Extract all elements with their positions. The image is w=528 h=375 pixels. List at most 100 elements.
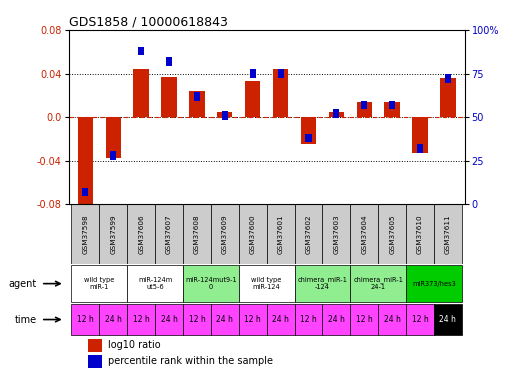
FancyBboxPatch shape [127, 265, 183, 302]
Bar [194, 92, 200, 100]
Text: 24 h: 24 h [105, 315, 121, 324]
Bar [278, 69, 284, 78]
Bar [222, 111, 228, 120]
FancyBboxPatch shape [99, 304, 127, 335]
FancyBboxPatch shape [350, 304, 378, 335]
Bar [245, 81, 260, 117]
Text: 12 h: 12 h [412, 315, 428, 324]
FancyBboxPatch shape [127, 304, 155, 335]
FancyBboxPatch shape [99, 204, 127, 264]
Bar [250, 69, 256, 78]
FancyBboxPatch shape [323, 304, 350, 335]
FancyBboxPatch shape [71, 304, 99, 335]
Text: 12 h: 12 h [300, 315, 317, 324]
Text: GDS1858 / 10000618843: GDS1858 / 10000618843 [69, 16, 228, 29]
Bar [412, 117, 428, 153]
FancyBboxPatch shape [378, 304, 406, 335]
FancyBboxPatch shape [295, 304, 323, 335]
FancyBboxPatch shape [323, 204, 350, 264]
Text: agent: agent [8, 279, 37, 289]
Text: 12 h: 12 h [188, 315, 205, 324]
Bar [329, 112, 344, 117]
FancyBboxPatch shape [267, 204, 295, 264]
Text: 24 h: 24 h [216, 315, 233, 324]
Text: miR-124m
ut5-6: miR-124m ut5-6 [138, 277, 172, 290]
Text: GSM37603: GSM37603 [333, 214, 340, 254]
FancyBboxPatch shape [434, 204, 462, 264]
Bar [301, 117, 316, 144]
Text: 24 h: 24 h [161, 315, 177, 324]
Text: time: time [15, 315, 37, 324]
FancyBboxPatch shape [239, 204, 267, 264]
Text: GSM37598: GSM37598 [82, 214, 88, 254]
Text: wild type
miR-124: wild type miR-124 [251, 277, 282, 290]
Bar [78, 117, 93, 204]
Text: 24 h: 24 h [384, 315, 401, 324]
FancyBboxPatch shape [239, 304, 267, 335]
Bar [217, 112, 232, 117]
Text: log10 ratio: log10 ratio [108, 340, 161, 350]
Text: wild type
miR-1: wild type miR-1 [84, 277, 115, 290]
FancyBboxPatch shape [350, 265, 406, 302]
Text: 12 h: 12 h [77, 315, 94, 324]
Bar [166, 57, 172, 66]
FancyBboxPatch shape [267, 304, 295, 335]
Bar [162, 77, 177, 117]
Text: chimera_miR-1
-124: chimera_miR-1 -124 [297, 277, 347, 291]
FancyBboxPatch shape [155, 304, 183, 335]
FancyBboxPatch shape [127, 204, 155, 264]
Text: 12 h: 12 h [356, 315, 373, 324]
FancyBboxPatch shape [183, 265, 239, 302]
FancyBboxPatch shape [406, 265, 462, 302]
Bar [82, 188, 89, 196]
Bar [333, 109, 340, 118]
Text: 24 h: 24 h [439, 315, 456, 324]
Text: GSM37611: GSM37611 [445, 214, 451, 254]
FancyBboxPatch shape [71, 265, 127, 302]
Text: chimera_miR-1
24-1: chimera_miR-1 24-1 [353, 277, 403, 291]
Bar [417, 144, 423, 153]
Text: GSM37607: GSM37607 [166, 214, 172, 254]
Bar [110, 151, 116, 160]
Bar [361, 100, 367, 109]
Text: GSM37602: GSM37602 [306, 214, 312, 254]
Text: percentile rank within the sample: percentile rank within the sample [108, 356, 274, 366]
FancyBboxPatch shape [155, 204, 183, 264]
Text: GSM37605: GSM37605 [389, 214, 395, 254]
FancyBboxPatch shape [71, 204, 99, 264]
Bar [384, 102, 400, 117]
FancyBboxPatch shape [211, 304, 239, 335]
Text: GSM37604: GSM37604 [361, 214, 367, 254]
Text: GSM37606: GSM37606 [138, 214, 144, 254]
FancyBboxPatch shape [378, 204, 406, 264]
FancyBboxPatch shape [406, 304, 434, 335]
FancyBboxPatch shape [434, 304, 462, 335]
Text: GSM37600: GSM37600 [250, 214, 256, 254]
Bar [89, 339, 102, 352]
Text: 12 h: 12 h [244, 315, 261, 324]
FancyBboxPatch shape [406, 204, 434, 264]
FancyBboxPatch shape [295, 265, 350, 302]
FancyBboxPatch shape [239, 265, 295, 302]
Bar [189, 91, 204, 117]
Bar [273, 69, 288, 117]
Text: 24 h: 24 h [328, 315, 345, 324]
Text: GSM37610: GSM37610 [417, 214, 423, 254]
FancyBboxPatch shape [183, 304, 211, 335]
Bar [445, 74, 451, 83]
Bar [89, 356, 102, 368]
Bar [356, 102, 372, 117]
Text: GSM37601: GSM37601 [278, 214, 284, 254]
Text: GSM37609: GSM37609 [222, 214, 228, 254]
Bar [440, 78, 456, 117]
FancyBboxPatch shape [183, 204, 211, 264]
Text: 12 h: 12 h [133, 315, 149, 324]
Bar [138, 46, 144, 55]
Text: miR-124mut9-1
0: miR-124mut9-1 0 [185, 277, 237, 290]
Bar [305, 134, 312, 142]
Bar [106, 117, 121, 159]
Text: 24 h: 24 h [272, 315, 289, 324]
Bar [389, 100, 395, 109]
Bar [134, 69, 149, 117]
Text: GSM37599: GSM37599 [110, 214, 116, 254]
